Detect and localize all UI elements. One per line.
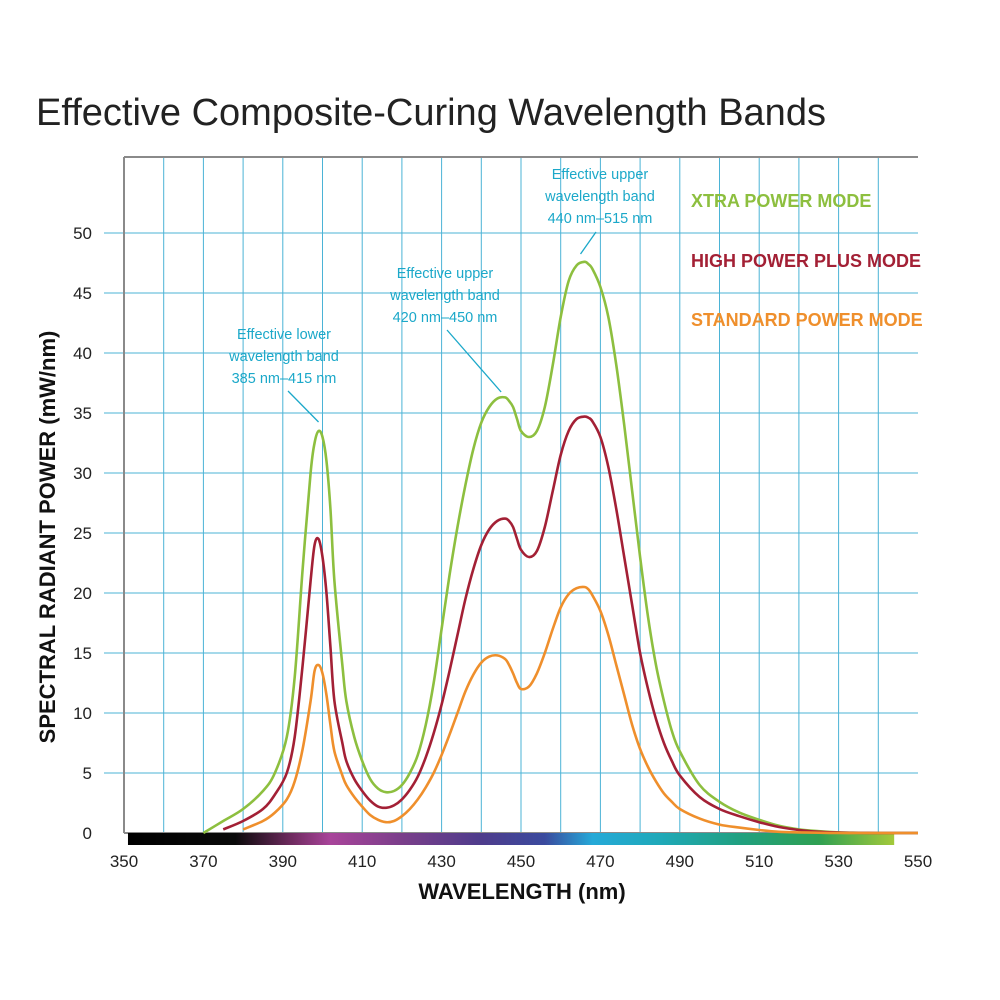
- annotation-text: 420 nm–450 nm: [393, 310, 498, 326]
- y-tick-label: 45: [73, 284, 92, 303]
- annotations: Effective lower wavelength band 385 nm–415…: [228, 167, 655, 423]
- x-tick-label: 510: [745, 852, 773, 871]
- annotation-text: Effective lower: [237, 327, 331, 343]
- x-tick-label: 390: [269, 852, 297, 871]
- series-lines: [202, 260, 918, 835]
- x-tick-label: 470: [586, 852, 614, 871]
- grid: [104, 157, 918, 833]
- y-tick-label: 40: [73, 344, 92, 363]
- x-tick-label: 430: [427, 852, 455, 871]
- y-tick-label: 10: [73, 704, 92, 723]
- legend: XTRA POWER MODE HIGH POWER PLUS MODE STAND…: [691, 191, 923, 330]
- y-tick-label: 15: [73, 644, 92, 663]
- y-tick-label: 0: [83, 824, 92, 843]
- annotation-text: wavelength band: [544, 189, 655, 205]
- x-tick-label: 550: [904, 852, 932, 871]
- legend-high-power-plus: HIGH POWER PLUS MODE: [691, 251, 921, 271]
- annotation-text: 385 nm–415 nm: [232, 371, 337, 387]
- y-tick-label: 35: [73, 404, 92, 423]
- y-tick-label: 50: [73, 224, 92, 243]
- y-tick-label: 30: [73, 464, 92, 483]
- x-tick-label: 490: [666, 852, 694, 871]
- tick-labels: 350 370 390 410 430 450 470 490 510 530 5500510152…: [73, 224, 932, 871]
- annotation-leader-line: [446, 329, 502, 393]
- annotation-text: 440 nm–515 nm: [548, 211, 653, 227]
- x-tick-label: 410: [348, 852, 376, 871]
- axes: [123, 156, 918, 845]
- y-tick-label: 20: [73, 584, 92, 603]
- series-xtra-power: [202, 260, 918, 835]
- annotation-text: wavelength band: [228, 349, 339, 365]
- y-tick-label: 5: [83, 764, 92, 783]
- x-tick-label: 370: [189, 852, 217, 871]
- series-standard-power: [242, 585, 918, 835]
- annotation-leader-line: [579, 231, 597, 255]
- chart-title: Effective Composite-Curing Wavelength Ba…: [36, 92, 826, 134]
- legend-xtra-power: XTRA POWER MODE: [691, 191, 871, 211]
- series-high-power-plus: [222, 415, 918, 835]
- annotation-text: Effective upper: [552, 167, 649, 183]
- annotation-leader-line: [287, 390, 319, 423]
- y-tick-label: 25: [73, 524, 92, 543]
- x-tick-label: 450: [507, 852, 535, 871]
- legend-standard-power: STANDARD POWER MODE: [691, 310, 923, 330]
- x-axis-label: WAVELENGTH (nm): [418, 879, 625, 904]
- annotation-text: Effective upper: [397, 266, 494, 282]
- x-tick-label: 530: [824, 852, 852, 871]
- wavelength-spectrum-bar: [127, 833, 895, 845]
- x-tick-label: 350: [110, 852, 138, 871]
- annotation-text: wavelength band: [389, 288, 500, 304]
- y-axis-label: SPECTRAL RADIANT POWER (mW/nm): [35, 331, 60, 744]
